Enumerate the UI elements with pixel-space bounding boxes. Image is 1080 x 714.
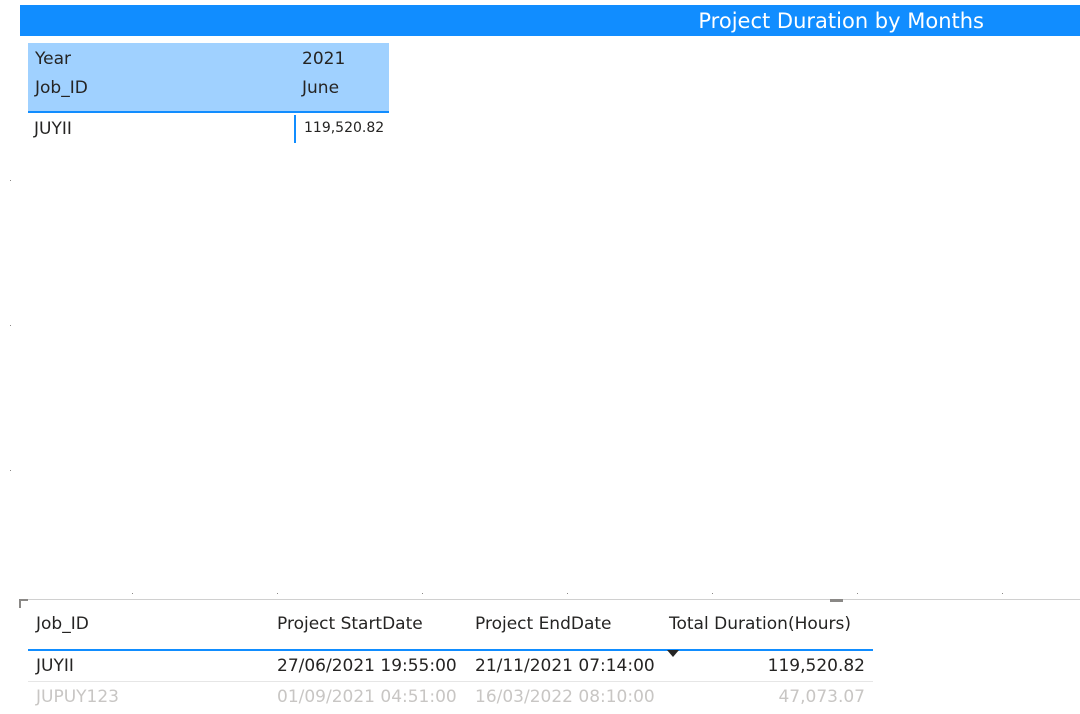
cell-end-date[interactable]: 16/03/2022 08:10:00 bbox=[475, 687, 655, 707]
matrix-column-divider bbox=[294, 115, 296, 143]
matrix-header-year-label[interactable]: Year bbox=[35, 49, 71, 69]
table-header-row: Job_ID Project StartDate Project EndDate… bbox=[28, 601, 873, 657]
canvas-dot bbox=[857, 593, 858, 594]
sort-descending-icon[interactable] bbox=[667, 650, 679, 657]
canvas-dot bbox=[277, 593, 278, 594]
cell-start-date[interactable]: 27/06/2021 19:55:00 bbox=[269, 650, 467, 682]
cell-start-date[interactable]: 01/09/2021 04:51:00 bbox=[277, 687, 457, 707]
matrix-visual[interactable]: Year Job_ID 2021 June JUYII 119,520.82 bbox=[28, 43, 389, 145]
duration-table: Job_ID Project StartDate Project EndDate… bbox=[28, 601, 873, 712]
drag-grip-icon[interactable] bbox=[830, 599, 843, 602]
table-row[interactable]: JUYII 27/06/2021 19:55:00 21/11/2021 07:… bbox=[28, 650, 873, 682]
canvas-dot bbox=[567, 593, 568, 594]
matrix-cell-value[interactable]: 119,520.82 bbox=[304, 120, 385, 136]
canvas-dot bbox=[132, 593, 133, 594]
cell-job-id[interactable]: JUYII bbox=[28, 650, 269, 682]
table-visual[interactable]: Job_ID Project StartDate Project EndDate… bbox=[19, 599, 1080, 714]
cell-end-date[interactable]: 21/11/2021 07:14:00 bbox=[467, 650, 665, 682]
matrix-header-month-value[interactable]: June bbox=[302, 78, 340, 98]
column-header-total-duration-label: Total Duration(Hours) bbox=[669, 614, 852, 634]
table-row[interactable]: JUPUY123 01/09/2021 04:51:00 16/03/2022 … bbox=[28, 682, 873, 713]
canvas-dot bbox=[10, 325, 11, 326]
resize-corner-icon[interactable] bbox=[19, 599, 28, 608]
canvas-dot bbox=[1002, 593, 1003, 594]
canvas-dot bbox=[10, 180, 11, 181]
matrix-header: Year Job_ID 2021 June bbox=[28, 43, 389, 113]
matrix-header-year-value[interactable]: 2021 bbox=[302, 49, 346, 69]
column-header-start-date[interactable]: Project StartDate bbox=[269, 601, 467, 651]
canvas-dot bbox=[712, 593, 713, 594]
cell-job-id[interactable]: JUPUY123 bbox=[36, 687, 119, 707]
matrix-row[interactable]: JUYII 119,520.82 bbox=[28, 113, 389, 145]
title-bar: Project Duration by Months bbox=[20, 5, 1080, 36]
canvas-dot bbox=[10, 470, 11, 471]
cell-total-duration[interactable]: 47,073.07 bbox=[778, 687, 865, 707]
cell-total-duration[interactable]: 119,520.82 bbox=[665, 650, 873, 682]
column-header-end-date[interactable]: Project EndDate bbox=[467, 601, 665, 651]
column-header-job-id[interactable]: Job_ID bbox=[28, 601, 269, 651]
report-title: Project Duration by Months bbox=[698, 9, 984, 33]
canvas-dot bbox=[422, 593, 423, 594]
matrix-header-jobid-label[interactable]: Job_ID bbox=[35, 78, 88, 98]
column-header-total-duration[interactable]: Total Duration(Hours) bbox=[665, 601, 873, 657]
matrix-row-label[interactable]: JUYII bbox=[34, 119, 72, 139]
